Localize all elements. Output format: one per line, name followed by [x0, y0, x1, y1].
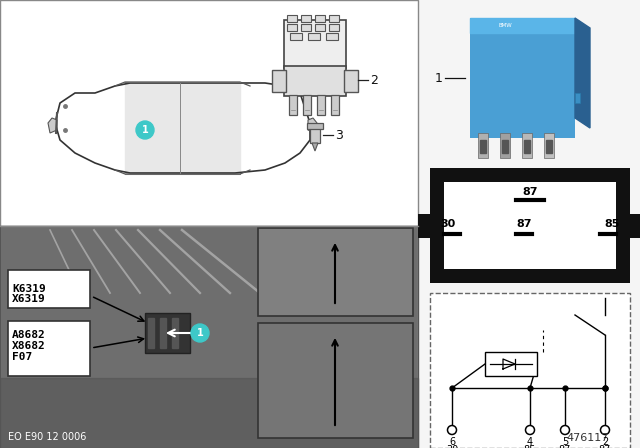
Text: 30: 30: [440, 219, 456, 229]
Bar: [522, 133, 532, 158]
Polygon shape: [524, 140, 530, 153]
Bar: [303, 95, 311, 115]
Circle shape: [561, 426, 570, 435]
Bar: [430, 168, 630, 283]
Polygon shape: [160, 318, 166, 348]
Circle shape: [600, 426, 609, 435]
Bar: [284, 66, 346, 96]
Text: 5: 5: [562, 437, 568, 447]
Bar: [470, 18, 575, 138]
Bar: [0, 226, 418, 448]
Text: 2: 2: [602, 437, 608, 447]
Bar: [287, 24, 297, 31]
Text: 85: 85: [524, 445, 536, 448]
Bar: [8, 270, 90, 308]
Bar: [1, 227, 417, 447]
Bar: [478, 133, 488, 158]
Text: 4: 4: [527, 437, 533, 447]
Text: BMW: BMW: [498, 23, 512, 28]
Circle shape: [447, 426, 456, 435]
Bar: [287, 15, 297, 22]
Bar: [317, 95, 325, 115]
Polygon shape: [307, 123, 323, 129]
Bar: [258, 323, 413, 438]
Polygon shape: [546, 140, 552, 153]
Text: 1: 1: [196, 328, 204, 338]
Text: A8682: A8682: [12, 330, 45, 340]
Bar: [344, 70, 358, 92]
Polygon shape: [310, 127, 320, 143]
Text: 30: 30: [446, 445, 458, 448]
Text: 6: 6: [449, 437, 455, 447]
Text: 87: 87: [516, 219, 532, 229]
Polygon shape: [575, 93, 580, 103]
Circle shape: [191, 324, 209, 342]
Text: 2: 2: [370, 73, 378, 86]
Bar: [258, 228, 413, 316]
Polygon shape: [480, 140, 486, 153]
Polygon shape: [148, 318, 154, 348]
Text: 3: 3: [335, 129, 343, 142]
Bar: [500, 133, 510, 158]
Text: 87: 87: [599, 445, 611, 448]
Bar: [290, 33, 302, 40]
Bar: [284, 20, 346, 68]
Bar: [308, 33, 320, 40]
Bar: [329, 15, 339, 22]
Text: 1: 1: [141, 125, 148, 135]
Bar: [430, 293, 630, 448]
Bar: [444, 182, 616, 269]
Text: X8682: X8682: [12, 341, 45, 351]
Text: X6319: X6319: [12, 294, 45, 304]
Polygon shape: [575, 18, 590, 128]
Polygon shape: [0, 378, 418, 448]
Text: 87: 87: [559, 445, 571, 448]
Bar: [301, 24, 311, 31]
Text: 87: 87: [522, 187, 538, 197]
Bar: [544, 133, 554, 158]
Text: K6319: K6319: [12, 284, 45, 294]
Text: F07: F07: [12, 352, 32, 362]
Bar: [145, 313, 190, 353]
Polygon shape: [125, 82, 240, 174]
Bar: [418, 214, 431, 238]
Bar: [329, 24, 339, 31]
Text: 1: 1: [435, 72, 443, 85]
Bar: [8, 321, 90, 376]
Bar: [301, 15, 311, 22]
Bar: [331, 95, 339, 115]
Bar: [0, 0, 418, 226]
Bar: [326, 33, 338, 40]
Bar: [485, 352, 537, 376]
Polygon shape: [48, 118, 57, 133]
Bar: [315, 24, 325, 31]
Polygon shape: [312, 143, 318, 151]
Polygon shape: [502, 140, 508, 153]
Polygon shape: [172, 318, 178, 348]
Text: 85: 85: [604, 219, 620, 229]
Circle shape: [136, 121, 154, 139]
Text: 476117: 476117: [567, 433, 609, 443]
Circle shape: [525, 426, 534, 435]
Text: EO E90 12 0006: EO E90 12 0006: [8, 432, 86, 442]
Bar: [272, 70, 286, 92]
Bar: [315, 15, 325, 22]
Bar: [289, 95, 297, 115]
Polygon shape: [470, 18, 575, 33]
Polygon shape: [55, 83, 310, 173]
Bar: [629, 214, 640, 238]
Polygon shape: [308, 118, 317, 133]
